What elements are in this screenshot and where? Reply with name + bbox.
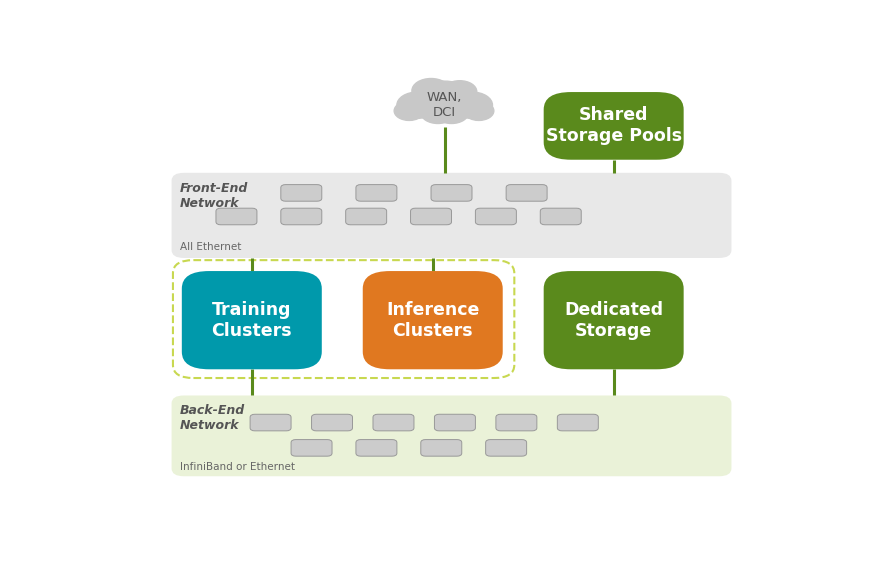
FancyBboxPatch shape [421,439,462,456]
FancyBboxPatch shape [312,414,352,431]
FancyBboxPatch shape [172,173,731,258]
Circle shape [421,101,455,124]
FancyBboxPatch shape [506,185,547,201]
Circle shape [396,92,438,119]
FancyBboxPatch shape [400,101,489,119]
FancyBboxPatch shape [540,208,581,225]
Circle shape [416,81,473,118]
Text: Inference
Clusters: Inference Clusters [386,301,479,340]
Text: Training
Clusters: Training Clusters [211,301,292,340]
Circle shape [451,92,492,119]
FancyBboxPatch shape [558,414,598,431]
Circle shape [394,101,425,120]
Text: WAN,
DCI: WAN, DCI [427,91,463,119]
Text: Back-End
Network: Back-End Network [180,404,245,432]
FancyBboxPatch shape [544,271,684,369]
FancyBboxPatch shape [356,439,396,456]
FancyBboxPatch shape [250,414,291,431]
FancyBboxPatch shape [544,92,684,160]
Text: All Ethernet: All Ethernet [180,242,241,252]
FancyBboxPatch shape [172,396,731,476]
FancyBboxPatch shape [363,271,503,369]
FancyBboxPatch shape [485,439,527,456]
Circle shape [442,81,477,103]
Circle shape [434,101,469,124]
FancyBboxPatch shape [345,208,387,225]
FancyBboxPatch shape [476,208,516,225]
Text: Dedicated
Storage: Dedicated Storage [564,301,663,340]
FancyBboxPatch shape [181,271,322,369]
FancyBboxPatch shape [281,185,322,201]
FancyBboxPatch shape [373,414,414,431]
Text: InfiniBand or Ethernet: InfiniBand or Ethernet [180,462,295,472]
Text: Shared
Storage Pools: Shared Storage Pools [545,107,682,145]
Circle shape [463,101,494,120]
Text: Front-End
Network: Front-End Network [180,181,248,210]
FancyBboxPatch shape [356,185,396,201]
FancyBboxPatch shape [434,414,476,431]
FancyBboxPatch shape [496,414,537,431]
FancyBboxPatch shape [281,208,322,225]
Circle shape [412,78,450,103]
FancyBboxPatch shape [431,185,472,201]
FancyBboxPatch shape [216,208,257,225]
FancyBboxPatch shape [411,208,451,225]
FancyBboxPatch shape [291,439,332,456]
